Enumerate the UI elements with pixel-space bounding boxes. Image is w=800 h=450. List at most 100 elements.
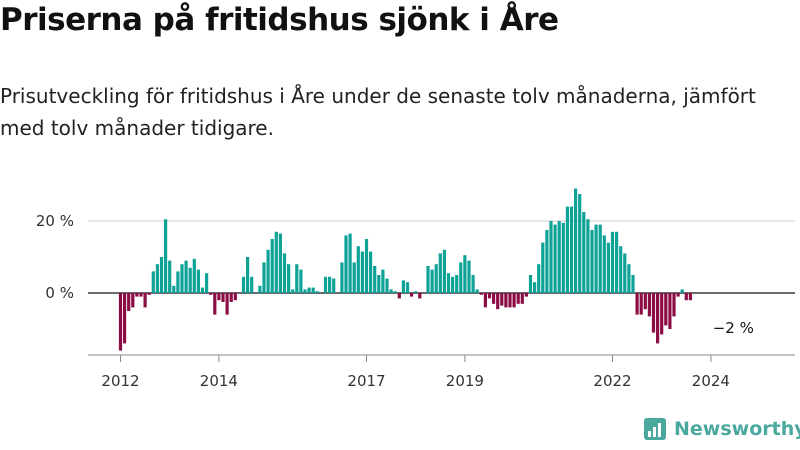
bar-negative	[492, 293, 496, 304]
bar-positive	[176, 271, 180, 293]
bar-negative	[213, 293, 217, 315]
bar-negative	[635, 293, 639, 315]
bar-positive	[299, 269, 303, 293]
bar-positive	[274, 231, 278, 293]
y-tick-label: 20 %	[36, 212, 74, 230]
bar-positive	[155, 264, 159, 293]
bar-positive	[192, 258, 196, 293]
bar-positive	[463, 255, 467, 293]
bar-positive	[467, 260, 471, 293]
bar-positive	[438, 253, 442, 293]
bar-positive	[627, 264, 631, 293]
bar-positive	[389, 289, 393, 293]
bar-negative	[225, 293, 229, 315]
bar-positive	[348, 233, 352, 293]
newsworthy-logo-icon	[644, 418, 666, 440]
bar-negative	[143, 293, 147, 308]
bar-positive	[590, 230, 594, 293]
bar-positive	[295, 264, 299, 293]
bar-negative	[643, 293, 647, 310]
bar-positive	[184, 260, 188, 293]
bar-positive	[180, 264, 184, 293]
newsworthy-logo[interactable]: Newsworthy	[644, 418, 800, 440]
bar-positive	[578, 194, 582, 293]
bar-positive	[610, 231, 615, 293]
x-tick-label: 2012	[101, 372, 139, 390]
x-tick-label: 2019	[446, 372, 484, 390]
bar-positive	[442, 249, 446, 293]
bar-positive	[541, 242, 545, 293]
bar-positive	[455, 275, 459, 293]
bar-positive	[188, 267, 192, 293]
bar-positive	[270, 239, 274, 293]
bar-negative	[504, 293, 508, 308]
latest-value-annotation: −2 %	[713, 319, 754, 337]
bar-negative	[512, 293, 516, 308]
bar-negative	[487, 293, 492, 299]
bar-positive	[373, 266, 377, 293]
bar-negative	[508, 293, 512, 308]
bar-negative	[147, 293, 151, 295]
bar-negative	[397, 293, 401, 299]
bar-positive	[172, 285, 176, 293]
bar-negative	[209, 293, 213, 295]
bar-negative	[127, 293, 131, 311]
bar-positive	[307, 287, 311, 293]
bar-negative	[217, 293, 221, 301]
bar-positive	[250, 276, 254, 293]
bar-positive	[471, 275, 475, 293]
bar-positive	[360, 251, 364, 293]
bar-positive	[680, 289, 684, 293]
bar-negative	[684, 293, 688, 301]
bar-positive	[262, 262, 266, 293]
bar-positive	[303, 289, 307, 293]
bar-positive	[401, 280, 405, 293]
bar-positive	[311, 287, 315, 293]
bar-negative	[233, 293, 237, 301]
bar-positive	[569, 206, 574, 293]
bar-positive	[426, 266, 430, 293]
bar-positive	[164, 219, 168, 293]
bar-positive	[615, 231, 619, 293]
bar-positive	[205, 273, 209, 293]
bar-positive	[323, 276, 328, 293]
bar-negative	[483, 293, 487, 308]
bar-positive	[344, 235, 348, 293]
bar-positive	[287, 264, 291, 293]
bar-positive	[405, 282, 410, 293]
bar-negative	[676, 293, 680, 297]
bar-positive	[332, 278, 336, 293]
bar-positive	[340, 262, 344, 293]
brand-name: Newsworthy	[674, 418, 800, 440]
bar-positive	[246, 257, 250, 293]
bar-positive	[315, 291, 319, 293]
bar-positive	[602, 235, 606, 293]
bar-positive	[364, 239, 369, 293]
x-tick-label: 2022	[593, 372, 631, 390]
bar-positive	[594, 224, 598, 293]
bar-positive	[475, 289, 479, 293]
bar-negative	[418, 293, 422, 299]
bar-positive	[377, 275, 381, 293]
bar-negative	[410, 293, 414, 297]
bar-negative	[500, 293, 504, 306]
bar-positive	[241, 276, 246, 293]
bar-positive	[537, 264, 541, 293]
bar-positive	[200, 287, 205, 293]
bar-positive	[582, 212, 586, 293]
bar-negative	[131, 293, 135, 308]
bar-positive	[606, 242, 610, 293]
bar-negative	[123, 293, 127, 344]
x-tick-label: 2017	[347, 372, 385, 390]
bar-negative	[660, 293, 664, 335]
bar-positive	[385, 278, 389, 293]
bar-positive	[545, 230, 549, 293]
bar-positive	[430, 269, 434, 293]
bar-positive	[557, 221, 561, 293]
bar-positive	[561, 222, 565, 293]
bar-negative	[524, 293, 528, 297]
bar-positive	[266, 249, 270, 293]
bar-negative	[221, 293, 225, 302]
bar-positive	[549, 221, 553, 293]
